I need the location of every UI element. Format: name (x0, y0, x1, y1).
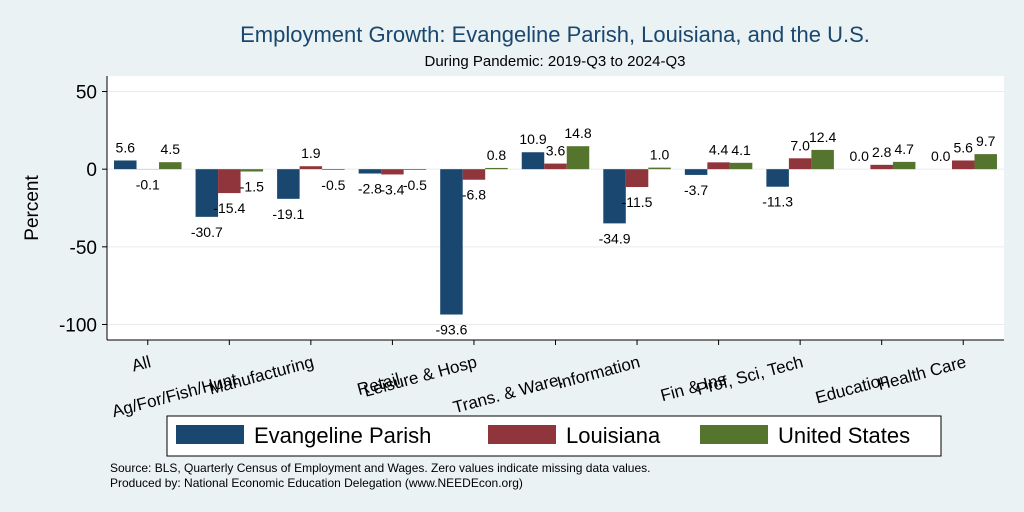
data-label: -6.8 (462, 187, 486, 203)
bar (462, 169, 486, 180)
data-label: 3.6 (546, 143, 566, 159)
data-label: -0.1 (136, 176, 160, 192)
data-label: 10.9 (519, 131, 546, 147)
data-label: 4.1 (731, 142, 751, 158)
bar (603, 169, 626, 224)
bar (381, 169, 404, 175)
bar (811, 149, 834, 170)
bar (684, 169, 708, 175)
data-label: -3.4 (380, 181, 404, 197)
y-tick-label: 0 (86, 160, 97, 181)
bar (766, 169, 789, 187)
chart-subtitle: During Pandemic: 2019-Q3 to 2024-Q3 (425, 53, 686, 70)
producer-note: Produced by: National Economic Education… (110, 476, 523, 490)
data-label: 1.9 (301, 145, 321, 161)
legend-label-evangeline: Evangeline Parish (254, 423, 431, 448)
data-labels: 5.6-0.14.5-30.7-15.4-1.5-19.11.9-0.5 -2.8… (116, 125, 996, 337)
data-label: -11.5 (622, 194, 653, 210)
legend-swatch-united-states (700, 425, 768, 444)
data-label: 2.8 (872, 144, 892, 160)
data-label: -19.1 (272, 206, 304, 222)
bar (544, 163, 567, 170)
bar (358, 169, 382, 174)
data-label: -30.7 (191, 224, 223, 240)
data-label: -11.3 (762, 194, 793, 210)
legend-label-united-states: United States (778, 423, 910, 448)
data-label: -0.5 (321, 177, 345, 193)
bar (485, 167, 508, 170)
bar (240, 169, 264, 172)
data-label: -3.7 (684, 182, 708, 198)
legend-swatch-evangeline (176, 425, 244, 444)
data-label: 1.0 (650, 147, 670, 163)
bar-marks (114, 146, 997, 315)
data-label: 12.4 (809, 129, 836, 145)
data-label: 4.4 (709, 141, 729, 157)
legend: Evangeline Parish Louisiana United State… (166, 415, 942, 457)
bar (648, 167, 671, 170)
chart-title: Employment Growth: Evangeline Parish, Lo… (240, 22, 870, 47)
data-label: 4.7 (894, 141, 914, 157)
data-label: 5.6 (953, 139, 973, 155)
bar (299, 166, 323, 170)
bar (892, 161, 916, 170)
x-tick-label: Trans. & Ware. (451, 370, 565, 418)
data-label: -0.5 (403, 177, 427, 193)
bar (159, 162, 182, 170)
data-label: 9.7 (976, 133, 996, 149)
bar (788, 158, 812, 170)
x-tick-label: Information (555, 352, 642, 392)
x-tick-label: All (130, 352, 153, 375)
bar (322, 169, 345, 170)
bar (440, 169, 463, 315)
bar (729, 162, 753, 170)
y-tick-label: -100 (59, 315, 97, 336)
data-label: -15.4 (213, 200, 245, 216)
bar (974, 154, 997, 170)
legend-label-louisiana: Louisiana (566, 423, 661, 448)
source-note: Source: BLS, Quarterly Census of Employm… (110, 461, 650, 475)
bar (625, 169, 649, 188)
bar (951, 160, 975, 170)
y-axis: -100 -50 0 50 (59, 76, 108, 340)
x-tick-label: Manufacturing (207, 352, 316, 398)
y-axis-label: Percent (22, 175, 43, 241)
bar (870, 164, 893, 170)
x-tick-label: Health Care (876, 352, 969, 394)
data-label: 5.6 (116, 139, 136, 155)
data-label: 14.8 (564, 125, 591, 141)
bar (114, 160, 137, 170)
y-tick-label: 50 (76, 83, 97, 104)
data-label: 7.0 (790, 137, 810, 153)
bar (566, 146, 590, 170)
bar (218, 169, 241, 194)
plot-area (107, 76, 1004, 340)
data-label: 0.0 (931, 148, 951, 164)
data-label: -2.8 (358, 181, 382, 197)
data-label: -34.9 (599, 230, 631, 246)
data-label: 0.0 (849, 148, 869, 164)
bar (521, 152, 545, 170)
bar (277, 169, 300, 199)
legend-swatch-louisiana (488, 425, 556, 444)
bar (707, 162, 730, 170)
bar (195, 169, 219, 217)
bar (403, 169, 427, 170)
x-tick-label: Prof, Sci, Tech (695, 352, 805, 399)
data-label: -93.6 (435, 322, 467, 338)
data-label: 4.5 (161, 141, 181, 157)
data-label: 0.8 (487, 147, 507, 163)
y-tick-label: -50 (70, 238, 97, 259)
data-label: -1.5 (240, 179, 264, 195)
